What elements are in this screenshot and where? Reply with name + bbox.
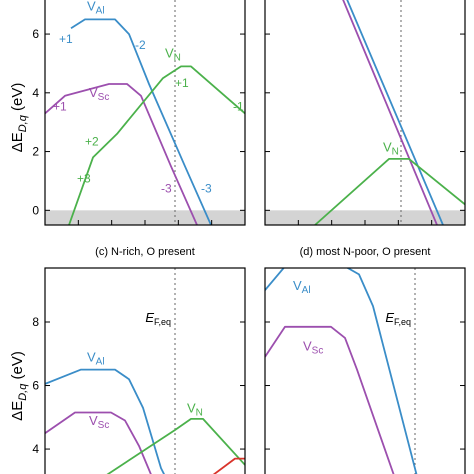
panel-a-ytick-label: 6 — [32, 27, 39, 41]
panel-a-charge-label: +1 — [53, 99, 67, 113]
panel-c-label-v-al: VAl — [87, 350, 105, 368]
panel-b-line-v-al — [346, 0, 444, 225]
panel-d-fermi-eq-label: EF,eq — [385, 310, 411, 327]
panel-a-charge-label: -3 — [201, 182, 212, 196]
panel-c-fermi-eq-label-main: E — [145, 310, 154, 325]
panel-a-label-v-n-main: V — [165, 46, 174, 61]
panel-c-ytick-label: 8 — [32, 315, 39, 329]
panel-a-charge-label: -1 — [233, 99, 244, 113]
panel-c-frame — [44, 267, 246, 474]
panel-c-ytick-label: 4 — [32, 442, 39, 456]
panel-a-label-v-al-sub: Al — [96, 6, 105, 17]
panel-c-fermi-eq-label: EF,eq — [145, 310, 171, 327]
panel-c-label-v-al-main: V — [87, 350, 96, 365]
panel-a-line-v-al — [70, 18, 212, 225]
panel-a-charge-label: +1 — [175, 76, 189, 90]
panel-a-charge-label: -3 — [161, 182, 172, 196]
panel-c-ylabel-main: ΔE — [9, 401, 26, 421]
panel-c-label-v-n: VN — [187, 401, 203, 419]
panel-c-label-v-n-sub: N — [196, 408, 203, 419]
panel-b-label-v-n-main: V — [383, 140, 392, 155]
panel-a-charge-label: +3 — [77, 171, 91, 185]
panel-a-label-v-n-sub: N — [174, 53, 181, 64]
panel-c-ytick-label: 6 — [32, 379, 39, 393]
panel-c-fermi-eq-label-sub: F,eq — [154, 317, 171, 327]
panel-b: VN — [264, 0, 466, 226]
panel-d-label-v-al: VAl — [293, 278, 311, 296]
panel-a-ylabel-sub: D,q — [17, 114, 29, 132]
panel-c-plot-area — [45, 268, 245, 474]
panel-a-charge-label: +2 — [85, 135, 99, 149]
panel-a-label-v-al-main: V — [87, 0, 96, 14]
panel-a-charge-label: -2 — [135, 38, 146, 52]
panel-d-label-v-al-main: V — [293, 278, 302, 293]
panel-b-band — [265, 210, 465, 225]
panel-c-label-v-sc: VSc — [89, 413, 109, 431]
panel-d-label-v-sc-main: V — [303, 339, 312, 354]
panel-c-line-v-al — [45, 368, 165, 474]
panel-d-title: (d) most N-poor, O present — [300, 246, 431, 258]
panel-a-label-v-al: VAl — [87, 0, 105, 17]
panel-a-charge-label: +1 — [59, 32, 73, 46]
panel-a-label-v-n: VN — [165, 46, 181, 64]
panel-c-ylabel-sub: D,q — [17, 383, 29, 401]
panel-c: 4 6 8 ΔED,q (eV) (c) N-rich, O present EF,eq V… — [9, 246, 246, 474]
panel-c-label-v-al-sub: Al — [96, 357, 105, 368]
panel-c-line-v-n — [106, 417, 245, 474]
panel-a-ylabel-unit: (eV) — [9, 83, 26, 116]
panel-c-label-v-n-main: V — [187, 401, 196, 416]
panel-c-label-v-sc-main: V — [89, 413, 98, 428]
panel-b-line-v-sc — [342, 0, 438, 225]
panel-a-line-v-n — [68, 65, 245, 225]
panel-a-label-v-sc-sub: Sc — [98, 92, 110, 103]
panel-c-line-series-3 — [212, 457, 245, 474]
panel-b-label-v-n: VN — [383, 140, 399, 158]
panel-b-plot-area — [265, 0, 465, 225]
panel-c-label-v-sc-sub: Sc — [98, 420, 110, 431]
panel-c-title: (c) N-rich, O present — [95, 246, 195, 258]
panel-d-label-v-sc: VSc — [303, 339, 323, 357]
panel-d-label-v-al-sub: Al — [302, 285, 311, 296]
panel-d-label-v-sc-sub: Sc — [312, 346, 324, 357]
panel-a-ytick-label: 0 — [32, 203, 39, 217]
panel-a-label-v-sc: VSc — [89, 85, 109, 103]
panel-d-fermi-eq-label-sub: F,eq — [394, 317, 411, 327]
panel-a-line-v-sc — [45, 83, 198, 225]
panel-d-line-v-sc — [265, 325, 395, 474]
panel-d-fermi-eq-label-main: E — [385, 310, 394, 325]
panel-a-plot-area — [45, 0, 245, 225]
panel-c-ylabel-unit: (eV) — [9, 351, 26, 384]
panel-d-line-v-al — [265, 268, 418, 474]
panel-a-ylabel-main: ΔE — [9, 132, 26, 152]
panel-b-label-v-n-sub: N — [392, 147, 399, 158]
panel-a-ylabel: ΔED,q (eV) — [9, 83, 29, 153]
panel-c-ylabel: ΔED,q (eV) — [9, 351, 29, 421]
panel-a-label-v-sc-main: V — [89, 85, 98, 100]
panel-b-line-v-n — [314, 157, 465, 225]
panel-d-plot-area — [265, 268, 418, 474]
panel-a-ytick-label: 2 — [32, 145, 39, 159]
panel-b-frame — [264, 0, 466, 226]
panel-a-frame — [44, 0, 246, 226]
panel-d-frame — [264, 267, 466, 474]
panel-a-ytick-label: 4 — [32, 86, 39, 100]
